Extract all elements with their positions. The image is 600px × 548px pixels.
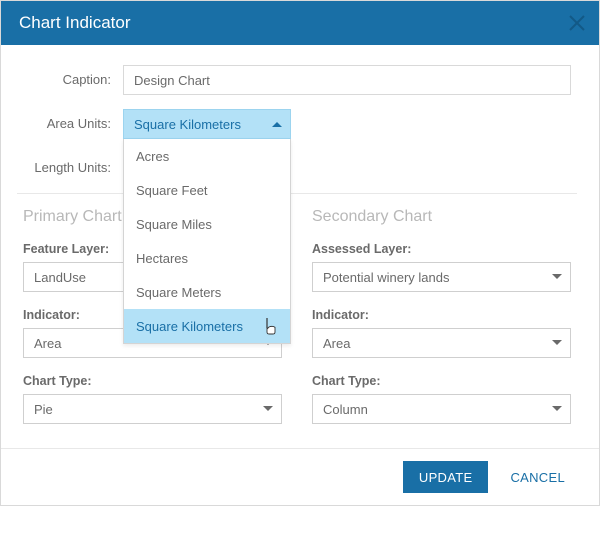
dropdown-item-square-kilometers[interactable]: Square Kilometers xyxy=(124,309,290,343)
length-units-label: Length Units: xyxy=(23,160,123,176)
dropdown-item-square-miles[interactable]: Square Miles xyxy=(124,207,290,241)
area-units-label: Area Units: xyxy=(23,116,123,132)
dropdown-item-square-feet[interactable]: Square Feet xyxy=(124,173,290,207)
cancel-button[interactable]: CANCEL xyxy=(494,461,581,493)
dialog-header: Chart Indicator xyxy=(1,1,599,45)
divider xyxy=(17,193,577,194)
area-units-select[interactable]: Square Kilometers xyxy=(123,109,291,139)
length-units-row: Length Units: xyxy=(23,153,571,183)
caption-label: Caption: xyxy=(23,72,123,88)
primary-chart-type-select[interactable]: Pie xyxy=(23,394,282,424)
primary-chart-type-group: Chart Type: Pie xyxy=(23,374,282,424)
chart-indicator-dialog: Chart Indicator Caption: Area Units: Squ… xyxy=(0,0,600,506)
update-button[interactable]: UPDATE xyxy=(403,461,489,493)
primary-chart-type-value: Pie xyxy=(34,402,53,417)
caret-down-icon xyxy=(263,406,273,411)
secondary-assessed-layer-select[interactable]: Potential winery lands xyxy=(312,262,571,292)
caret-down-icon xyxy=(552,406,562,411)
dialog-title: Chart Indicator xyxy=(19,13,131,33)
close-icon[interactable] xyxy=(567,13,587,33)
secondary-chart-type-value: Column xyxy=(323,402,368,417)
dropdown-item-square-meters[interactable]: Square Meters xyxy=(124,275,290,309)
dialog-body: Caption: Area Units: Square Kilometers A… xyxy=(1,45,599,448)
secondary-assessed-layer-group: Assessed Layer: Potential winery lands xyxy=(312,242,571,292)
caret-down-icon xyxy=(552,274,562,279)
caption-input[interactable] xyxy=(123,65,571,95)
secondary-indicator-label: Indicator: xyxy=(312,308,571,322)
secondary-chart-type-label: Chart Type: xyxy=(312,374,571,388)
primary-feature-layer-value: LandUse xyxy=(34,270,86,285)
area-units-dropdown: Acres Square Feet Square Miles Hectares … xyxy=(123,139,291,344)
area-units-value: Square Kilometers xyxy=(134,117,241,132)
dialog-footer: UPDATE CANCEL xyxy=(1,448,599,505)
secondary-indicator-value: Area xyxy=(323,336,350,351)
primary-indicator-value: Area xyxy=(34,336,61,351)
secondary-chart-title: Secondary Chart xyxy=(312,208,571,226)
top-settings: Caption: Area Units: Square Kilometers A… xyxy=(23,65,571,183)
dropdown-item-hectares[interactable]: Hectares xyxy=(124,241,290,275)
secondary-chart-type-select[interactable]: Column xyxy=(312,394,571,424)
secondary-assessed-layer-label: Assessed Layer: xyxy=(312,242,571,256)
secondary-chart-type-group: Chart Type: Column xyxy=(312,374,571,424)
secondary-indicator-group: Indicator: Area xyxy=(312,308,571,358)
dropdown-item-label: Square Kilometers xyxy=(136,319,243,334)
area-units-row: Area Units: Square Kilometers Acres Squa… xyxy=(23,109,571,139)
secondary-assessed-layer-value: Potential winery lands xyxy=(323,270,449,285)
secondary-chart-column: Secondary Chart Assessed Layer: Potentia… xyxy=(312,208,571,440)
secondary-indicator-select[interactable]: Area xyxy=(312,328,571,358)
caret-down-icon xyxy=(552,340,562,345)
caret-up-icon xyxy=(272,122,282,127)
charts-columns: Primary Chart Feature Layer: LandUse Ind… xyxy=(23,208,571,440)
caption-row: Caption: xyxy=(23,65,571,95)
cursor-pointer-icon xyxy=(262,315,280,337)
dropdown-item-acres[interactable]: Acres xyxy=(124,139,290,173)
primary-chart-type-label: Chart Type: xyxy=(23,374,282,388)
